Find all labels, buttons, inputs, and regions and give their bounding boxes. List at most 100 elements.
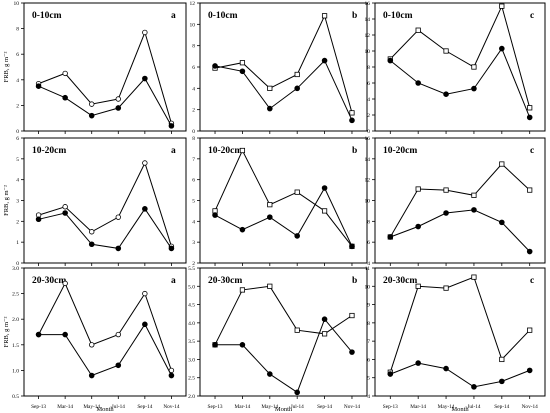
- data-point-filled: [88, 112, 95, 119]
- data-point-filled: [168, 372, 175, 379]
- chart-panel: 0 2 4 6 8 10 12 0-10cm b: [190, 1, 368, 135]
- data-point-open: [62, 204, 68, 210]
- data-point-filled: [321, 185, 328, 191]
- series-line-filled: [389, 47, 531, 118]
- data-point-open: [321, 13, 328, 19]
- x-tick-label: May-14: [438, 404, 455, 410]
- data-point-open: [294, 71, 300, 78]
- series-line-filled: [214, 186, 353, 247]
- y-tick-label: 2: [16, 103, 19, 109]
- panel-depth-title: 20-30cm: [383, 276, 417, 286]
- data-point-filled: [349, 349, 355, 355]
- y-tick-label: 3.5: [188, 339, 195, 345]
- data-point-filled: [443, 365, 449, 372]
- series-line-open: [214, 149, 353, 247]
- y-tick-label: 8: [16, 27, 19, 33]
- y-tick-label: 4: [367, 97, 370, 103]
- y-tick-label: 10: [14, 1, 20, 7]
- data-point-filled: [471, 85, 477, 92]
- series-line-filled: [390, 362, 530, 388]
- series-line-open: [38, 161, 172, 247]
- y-tick-label: 12: [365, 178, 371, 184]
- data-point-filled: [499, 378, 505, 385]
- data-point-filled: [415, 223, 421, 230]
- panel-depth-title: 10-20cm: [32, 146, 66, 156]
- data-point-open: [142, 290, 148, 297]
- data-point-filled: [62, 331, 68, 338]
- data-point-filled: [212, 212, 218, 218]
- data-point-filled: [443, 210, 449, 216]
- chart-panel: 2.0 2.5 3.0 3.5 4.0 4.5 5.0 5.5 Sep-13 Mar-14 May-…: [188, 266, 368, 413]
- series-line-open: [214, 14, 353, 114]
- chart-panel: 0 2 4 6 8 10 12 14 16 0-10cm c: [365, 1, 546, 135]
- panel-depth-title: 10-20cm: [208, 146, 242, 156]
- data-point-open: [499, 3, 505, 9]
- y-tick-label: 4: [192, 219, 195, 225]
- x-tick-label: Nov-14: [163, 404, 180, 410]
- y-tick-label: 3.0: [188, 357, 195, 363]
- data-point-open: [294, 327, 300, 333]
- data-point-filled: [168, 123, 175, 129]
- data-point-filled: [142, 75, 148, 82]
- panel-depth-title: 0-10cm: [383, 11, 413, 21]
- panel-letter: b: [352, 146, 357, 156]
- y-tick-label: 10: [365, 284, 371, 290]
- x-tick-label: May-14: [261, 404, 278, 410]
- panel-frame: [23, 267, 187, 397]
- data-point-filled: [35, 216, 42, 223]
- y-tick-label: 14: [365, 157, 371, 163]
- panel-frame: [199, 267, 368, 397]
- y-tick-label: 4: [192, 86, 195, 92]
- panel-depth-title: 20-30cm: [208, 276, 242, 286]
- y-tick-label: 1.5: [12, 343, 19, 349]
- data-point-filled: [239, 341, 246, 348]
- x-axis-title: Month: [275, 406, 293, 413]
- y-tick-label: 3.0: [12, 266, 19, 272]
- y-tick-label: 7: [367, 339, 370, 345]
- data-point-open: [62, 70, 68, 77]
- data-point-filled: [115, 362, 122, 369]
- y-tick-label: 7: [192, 157, 195, 163]
- data-point-filled: [35, 83, 42, 89]
- panel-depth-title: 0-10cm: [32, 11, 62, 21]
- panel-letter: a: [171, 146, 176, 156]
- y-tick-label: 5.5: [188, 266, 195, 272]
- x-tick-label: May-14: [83, 404, 100, 410]
- x-tick-label: Jul-14: [291, 404, 305, 410]
- data-point-open: [349, 110, 355, 116]
- y-tick-label: 10: [365, 49, 371, 55]
- data-point-filled: [526, 248, 533, 255]
- y-tick-label: 2.5: [12, 292, 19, 298]
- data-point-open: [115, 331, 121, 338]
- y-tick-label: 0: [16, 261, 19, 267]
- panel-letter: a: [171, 276, 176, 286]
- data-point-open: [239, 60, 246, 66]
- x-tick-label: Sep-13: [208, 404, 223, 410]
- data-point-filled: [526, 114, 533, 121]
- x-tick-label: Jul-14: [112, 404, 126, 410]
- data-point-filled: [526, 367, 533, 374]
- chart-panel: 0.5 1.0 1.5 2.0 2.5 3.0 Sep-13 Mar-14 May-14 Jul-…: [3, 266, 187, 413]
- data-point-open: [267, 85, 273, 91]
- data-point-open: [142, 29, 148, 36]
- data-point-open: [142, 160, 148, 166]
- data-point-open: [89, 101, 95, 107]
- panel-frame: [374, 267, 546, 397]
- y-tick-label: 12: [190, 1, 196, 7]
- y-axis-title: FRB, g m⁻²: [3, 317, 10, 348]
- panel-frame: [23, 2, 187, 132]
- data-point-open: [115, 96, 121, 102]
- x-tick-label: Sep-14: [137, 404, 152, 410]
- chart-panel: 4 5 6 7 8 9 10 11 Sep-13 Mar-14 May-14 Jul-14 Sep-14…: [365, 266, 546, 413]
- series-line-filled: [38, 207, 172, 249]
- chart-panel: 0 1 2 3 4 5 6 10-20cm a FRB, g m⁻²: [3, 136, 187, 267]
- y-tick-label: 8: [192, 44, 195, 50]
- series-line-open: [389, 163, 531, 238]
- data-point-filled: [387, 57, 394, 64]
- data-point-open: [527, 327, 533, 333]
- series-line-filled: [38, 323, 172, 377]
- x-tick-label: Sep-14: [494, 404, 509, 410]
- y-tick-label: 2.5: [188, 376, 195, 382]
- y-tick-label: 8: [192, 136, 195, 142]
- y-tick-label: 6: [367, 81, 370, 87]
